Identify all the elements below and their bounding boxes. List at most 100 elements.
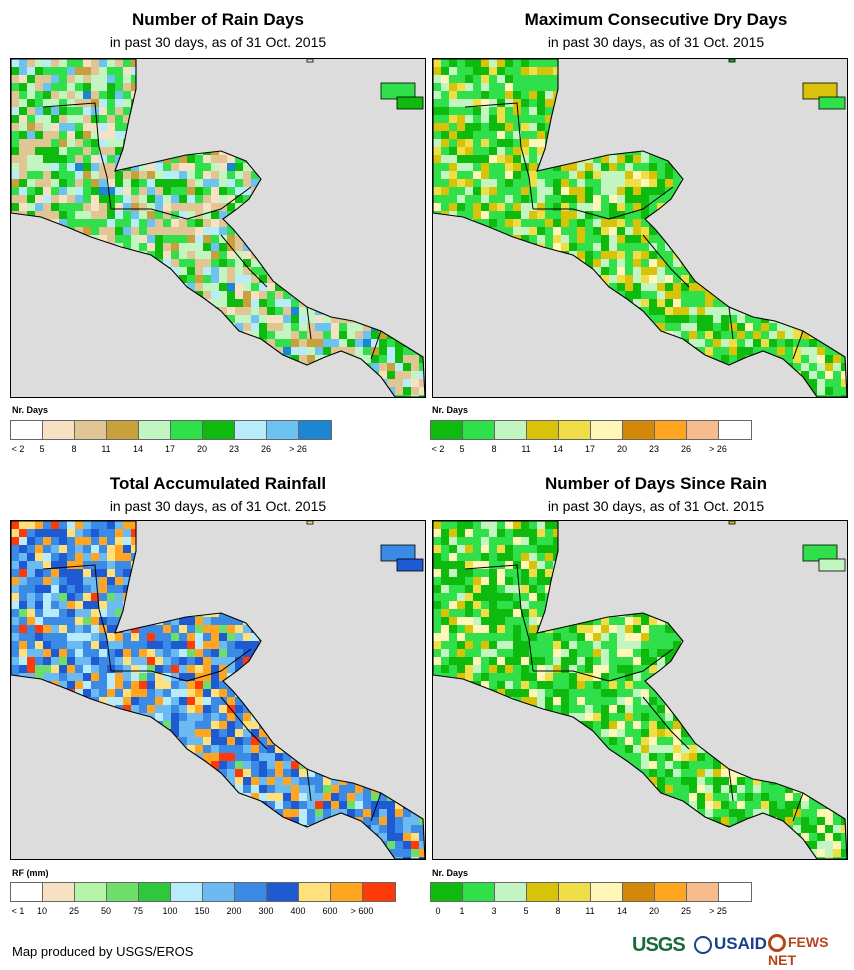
legend-tick-label: 75 (132, 906, 144, 916)
country-border (520, 146, 534, 210)
legend-tick-label: 11 (101, 444, 111, 454)
legend-swatch (75, 421, 107, 439)
island (396, 558, 424, 572)
legend-swatch (11, 883, 43, 901)
country-border (111, 670, 188, 682)
legend-tick-label: 5 (523, 906, 529, 916)
legend-tick-label: 3 (491, 906, 497, 916)
island (396, 96, 424, 110)
legend-swatch (203, 883, 235, 901)
legend-swatch (591, 421, 623, 439)
legend-tick-label: < 2 (11, 444, 25, 454)
legend-swatch (719, 421, 751, 439)
legend-swatch (299, 421, 331, 439)
land-cells (11, 521, 425, 859)
coastline (11, 59, 425, 397)
panel-title: Maximum Consecutive Dry Days (524, 10, 788, 29)
land-cells (433, 521, 847, 859)
legend-swatch (559, 421, 591, 439)
country-border (306, 768, 312, 802)
legend-labels: < 2 5 8 11 14 17 20 23 26 > 26 (10, 444, 350, 456)
legend-tick-label: 14 (616, 906, 628, 916)
legend-tick-label: 20 (616, 444, 628, 454)
legend-tick-label: 20 (648, 906, 660, 916)
island (818, 96, 846, 110)
legend-tick-label: 26 (260, 444, 272, 454)
country-border (220, 234, 268, 288)
legend-swatch (495, 883, 527, 901)
legend-swatch (687, 883, 719, 901)
land-cells (11, 59, 425, 397)
legend-tick-label: 26 (680, 444, 692, 454)
legend-labels: < 1 10 25 50 75 100 150 200 300 400 600 > 600 (10, 906, 374, 918)
legend-tick-label: 5 (39, 444, 45, 454)
legend-swatch (107, 421, 139, 439)
panel-title: Number of Days Since Rain (544, 474, 767, 493)
rainfall-panel: Total Accumulated Rainfall in past 30 da… (8, 472, 428, 942)
legend-tick-label: 150 (194, 906, 210, 916)
country-border (792, 330, 804, 360)
legend-labels: 0 1 3 5 8 11 14 20 25 > 25 (430, 906, 770, 918)
country-border (186, 648, 252, 682)
rain-days-map (10, 58, 426, 398)
legend-tick-label: 14 (552, 444, 564, 454)
fews-ring-icon (768, 934, 786, 953)
island (728, 59, 736, 63)
country-border (642, 696, 690, 750)
country-border (98, 608, 112, 672)
usaid-logo-text: USAID (714, 934, 767, 953)
legend-tick-label: < 1 (11, 906, 25, 916)
country-border (370, 330, 382, 360)
legend-bar (10, 882, 396, 902)
legend-tick-label: 0 (435, 906, 441, 916)
legend-tick-label: 600 (322, 906, 338, 916)
legend-swatch (107, 883, 139, 901)
legend-swatch (527, 421, 559, 439)
legend-tick-label: > 25 (709, 906, 727, 916)
legend-swatch (623, 883, 655, 901)
legend-tick-label: 8 (491, 444, 497, 454)
island (380, 82, 416, 100)
legend-tick-label: 100 (162, 906, 178, 916)
legend-tick-label: 17 (164, 444, 176, 454)
legend-swatch (331, 883, 363, 901)
country-border (464, 102, 522, 148)
credit-text: Map produced by USGS/EROS (12, 944, 194, 959)
panel-subtitle: in past 30 days, as of 31 Oct. 2015 (109, 498, 327, 514)
legend-swatch (719, 883, 751, 901)
legend-swatch (431, 883, 463, 901)
legend-bar (430, 882, 752, 902)
fews-net-logo: FEWS NET (768, 934, 846, 968)
legend-swatch (559, 883, 591, 901)
legend-tick-label: 5 (459, 444, 465, 454)
country-border (728, 306, 734, 340)
legend-swatch (75, 883, 107, 901)
island (306, 59, 314, 63)
island (380, 544, 416, 562)
panel-subtitle: in past 30 days, as of 31 Oct. 2015 (547, 498, 765, 514)
legend-title: Nr. Days (12, 405, 49, 415)
country-border (728, 768, 734, 802)
legend-tick-label: < 2 (431, 444, 445, 454)
legend-swatch (495, 421, 527, 439)
dry-days-map (432, 58, 848, 398)
island (802, 544, 838, 562)
legend-swatch (203, 421, 235, 439)
legend-tick-label: 8 (555, 906, 561, 916)
legend-tick-label: 10 (36, 906, 48, 916)
legend-swatch (363, 883, 395, 901)
panel-subtitle: in past 30 days, as of 31 Oct. 2015 (109, 34, 327, 50)
country-border (642, 234, 690, 288)
country-border (792, 792, 804, 822)
land-cells (433, 59, 847, 397)
country-border (520, 608, 534, 672)
legend-swatch (655, 883, 687, 901)
legend-labels: < 2 5 8 11 14 17 20 23 26 > 26 (430, 444, 770, 456)
panel-subtitle: in past 30 days, as of 31 Oct. 2015 (547, 34, 765, 50)
country-border (98, 146, 112, 210)
legend-swatch (655, 421, 687, 439)
legend-swatch (235, 421, 267, 439)
legend-swatch (171, 883, 203, 901)
legend-swatch (299, 883, 331, 901)
country-border (464, 564, 522, 610)
